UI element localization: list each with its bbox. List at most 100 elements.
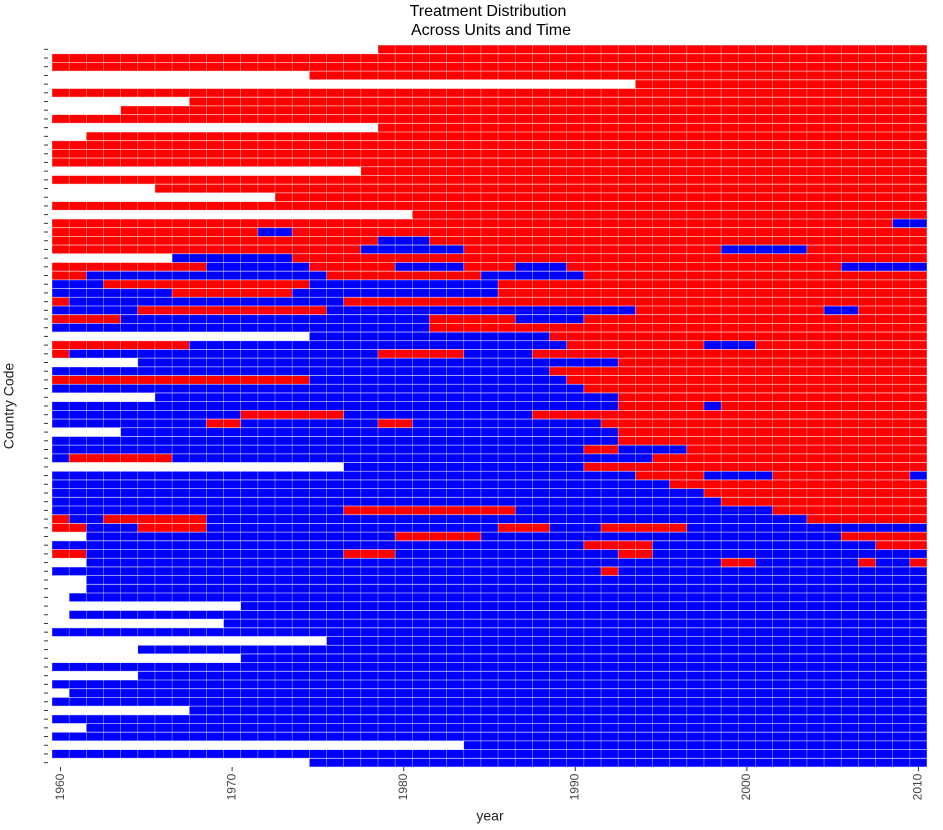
cell-segment	[377, 236, 430, 246]
cell-segment	[549, 523, 602, 533]
cell-segment	[52, 349, 70, 359]
cell-segment	[52, 88, 927, 98]
cell-segment	[86, 558, 722, 567]
x-axis-label: year	[476, 808, 504, 824]
cell-segment	[86, 575, 928, 585]
cell-segment	[480, 532, 842, 541]
cell-segment	[52, 662, 927, 672]
cell-segment	[52, 262, 207, 272]
cell-segment	[292, 227, 928, 237]
cell-segment	[52, 236, 378, 246]
x-tick-label: 1960	[53, 773, 67, 800]
cell-segment	[52, 697, 927, 707]
cell-segment	[52, 158, 927, 167]
cell-segment	[309, 375, 567, 385]
cell-segment	[412, 419, 602, 428]
cell-segment	[703, 401, 722, 411]
cell-segment	[206, 523, 499, 533]
cell-segment	[172, 288, 293, 298]
cell-segment	[52, 401, 619, 411]
cell-segment	[120, 427, 619, 437]
cell-segment	[223, 619, 928, 628]
cell-segment	[806, 514, 927, 524]
cell-segment	[52, 288, 173, 298]
cell-segment	[52, 436, 619, 446]
cell-segment	[52, 375, 310, 385]
cell-segment	[52, 453, 70, 463]
cell-segment	[52, 514, 70, 524]
cell-segment	[154, 184, 928, 193]
cell-segment	[498, 523, 550, 533]
cell-segment	[326, 636, 928, 646]
cell-segment	[189, 97, 928, 106]
cell-segment	[52, 218, 893, 228]
cell-segment	[52, 419, 207, 428]
cell-segment	[429, 236, 927, 246]
cell-segment	[86, 584, 928, 594]
cell-segment	[601, 523, 687, 533]
cell-segment	[292, 253, 928, 263]
cell-segment	[206, 514, 807, 524]
cell-segment	[343, 410, 533, 420]
cell-segment	[721, 245, 807, 254]
cell-segment	[532, 349, 927, 359]
cell-segment	[52, 714, 927, 724]
cell-segment	[86, 723, 928, 733]
cell-segment	[52, 140, 927, 150]
cell-segment	[52, 732, 927, 741]
x-tick-label: 2010	[911, 773, 925, 800]
cell-segment	[395, 549, 619, 559]
cell-segment	[429, 323, 927, 333]
cell-segment	[360, 166, 928, 176]
cell-segment	[395, 532, 481, 541]
cell-segment	[52, 175, 927, 185]
cell-segment	[86, 523, 138, 533]
cell-segment	[498, 288, 927, 298]
cell-segment	[120, 105, 928, 115]
cell-segment	[52, 305, 138, 315]
cell-segment	[52, 680, 927, 689]
cell-segment	[52, 506, 344, 515]
cell-segment	[601, 419, 927, 428]
cell-segment	[52, 749, 927, 759]
cell-segment	[309, 262, 396, 272]
cell-segment	[52, 384, 584, 393]
x-tick-label: 1970	[224, 773, 238, 800]
cell-segment	[52, 445, 584, 454]
cell-segment	[858, 558, 876, 567]
cell-segment	[52, 62, 927, 72]
cell-segment	[52, 627, 927, 637]
cell-segment	[772, 506, 927, 515]
cell-segment	[343, 549, 396, 559]
cell-segment	[189, 706, 928, 715]
cell-segment	[86, 549, 344, 559]
cell-segment	[52, 366, 550, 376]
cell-segment	[601, 566, 619, 576]
cell-segment	[703, 340, 756, 350]
cell-segment	[635, 79, 927, 89]
cell-segment	[875, 540, 927, 550]
cell-segment	[618, 401, 704, 411]
cell-segment	[52, 410, 241, 420]
cell-segment	[635, 305, 825, 315]
cell-segment	[429, 314, 516, 324]
cell-segment	[52, 279, 104, 289]
cell-segment	[498, 279, 927, 289]
cell-segment	[652, 540, 876, 550]
cell-segment	[909, 471, 927, 480]
chart-title: Across Units and Time	[411, 22, 571, 39]
cell-segment	[52, 540, 584, 550]
cell-segment	[172, 253, 293, 263]
cell-segment	[669, 479, 927, 489]
cell-segment	[841, 532, 927, 541]
cell-segment	[515, 262, 567, 272]
cell-segment	[154, 392, 619, 402]
cell-segment	[52, 201, 927, 211]
cell-segment	[52, 114, 927, 124]
x-tick-label: 1990	[567, 773, 581, 800]
cell-segment	[52, 53, 927, 63]
cell-segment	[52, 149, 927, 159]
cell-segment	[463, 740, 927, 750]
cell-segment	[377, 349, 464, 359]
